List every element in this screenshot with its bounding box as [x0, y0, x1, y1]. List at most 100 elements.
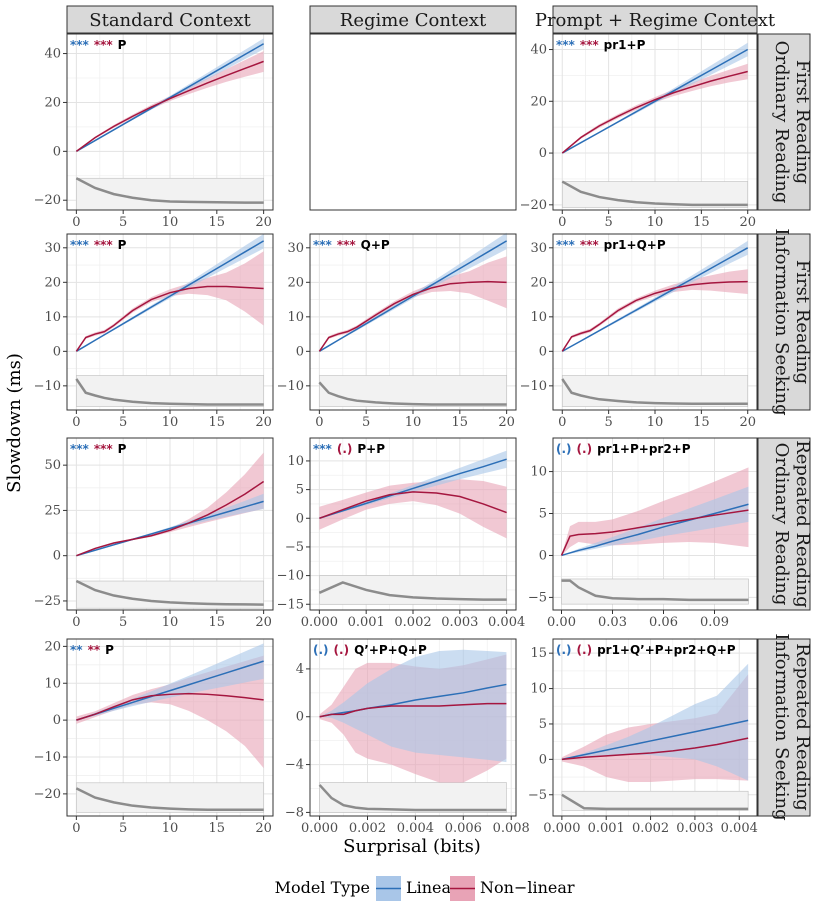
x-tick-label: 5 — [119, 415, 127, 430]
x-tick-label: 20 — [255, 615, 272, 630]
row-strip-label-line1: Repeated Reading — [792, 643, 813, 811]
nonlinear-ci-band — [76, 51, 264, 152]
column-strip-1: Regime Context — [309, 5, 517, 34]
y-tick-label: 0 — [53, 549, 61, 564]
nonlinear-significance: *** — [337, 238, 357, 252]
x-tick-label: 20 — [739, 215, 756, 230]
x-tick-label: 0.001 — [348, 615, 385, 630]
nonlinear-ci-band — [561, 467, 749, 556]
x-tick-label: 0.004 — [397, 821, 434, 836]
y-tick-label: 30 — [287, 241, 304, 256]
x-tick-label: 0 — [72, 415, 80, 430]
y-tick-label: 15 — [530, 646, 547, 661]
column-strip-label: Regime Context — [340, 10, 487, 31]
linear-significance: ** — [70, 643, 83, 657]
x-tick-label: 15 — [209, 415, 226, 430]
row-strip-label-line2: Ordinary Reading — [771, 443, 792, 606]
y-tick-label: 0 — [539, 548, 547, 563]
x-tick-label: 15 — [209, 821, 226, 836]
x-tick-label: 20 — [739, 415, 756, 430]
y-tick-label: 10 — [287, 310, 304, 325]
row-strip-3: Repeated Reading Information Seeking — [757, 633, 813, 821]
linear-significance: *** — [70, 38, 90, 52]
x-tick-label: 0 — [72, 615, 80, 630]
y-tick-label: −15 — [277, 597, 304, 612]
x-tick-label: 10 — [405, 415, 422, 430]
panel-border — [552, 233, 758, 411]
model-formula: pr1+Q+P — [604, 238, 666, 252]
row-strip-label-line1: Repeated Reading — [792, 440, 813, 608]
legend-title: Model Type — [275, 878, 370, 897]
x-tick-label: 0.000 — [543, 821, 580, 836]
linear-significance: (.) — [313, 643, 329, 657]
x-tick-label: 0.00 — [547, 615, 576, 630]
significance-annotation: (.) (.) pr1+Q’+P+pr2+Q+P — [556, 643, 736, 657]
x-tick-label: 5 — [119, 821, 127, 836]
significance-annotation: *** (.) P+P — [313, 442, 385, 456]
y-tick-label: 20 — [530, 94, 547, 109]
column-strip-0: Standard Context — [66, 5, 274, 34]
y-tick-label: −5 — [285, 540, 304, 555]
x-tick-label: 20 — [498, 415, 515, 430]
x-tick-label: 10 — [647, 215, 664, 230]
significance-annotation: (.) (.) Q’+P+Q+P — [313, 643, 427, 657]
column-strip-label: Prompt + Regime Context — [535, 10, 776, 31]
linear-ci-band — [561, 486, 749, 556]
nonlinear-significance: *** — [94, 238, 114, 252]
x-tick-label: 0.03 — [598, 615, 627, 630]
y-tick-label: 5 — [539, 717, 547, 732]
y-tick-label: 10 — [287, 454, 304, 469]
y-tick-label: −20 — [34, 787, 61, 802]
y-tick-label: 0 — [539, 752, 547, 767]
x-tick-label: 20 — [255, 821, 272, 836]
density-strip — [319, 782, 507, 813]
linear-fit-line — [318, 240, 508, 352]
y-tick-label: 0 — [539, 146, 547, 161]
x-tick-label: 0.002 — [349, 821, 386, 836]
nonlinear-fit-line — [75, 285, 264, 352]
model-formula: P — [118, 442, 127, 456]
panel-border — [552, 437, 758, 611]
y-tick-label: 10 — [530, 465, 547, 480]
y-tick-label: −4 — [285, 758, 304, 773]
y-tick-label: 10 — [530, 310, 547, 325]
nonlinear-significance: *** — [94, 442, 114, 456]
row-strip-1: First Reading Information Seeking — [757, 228, 813, 416]
linear-ci-band — [76, 643, 264, 721]
y-axis-title: Slowdown (ms) — [4, 353, 25, 493]
panel-border — [309, 638, 517, 817]
nonlinear-fit-line — [319, 491, 507, 519]
row-strip-label-line1: First Reading — [792, 60, 813, 184]
panel-border — [309, 233, 517, 411]
nonlinear-ci-band — [76, 452, 264, 556]
x-tick-label: 5 — [119, 615, 127, 630]
significance-annotation: *** *** Q+P — [313, 238, 390, 252]
panel-r0-c0: 0 5 10 15 20 −20 0 20 40 *** *** P — [34, 33, 274, 230]
x-tick-label: 0.008 — [493, 821, 530, 836]
nonlinear-significance: *** — [94, 38, 114, 52]
legend-key-nonlinear — [450, 876, 475, 901]
y-tick-label: −8 — [285, 805, 304, 820]
y-tick-label: 20 — [44, 95, 61, 110]
nonlinear-significance: *** — [580, 38, 600, 52]
density-strip — [561, 790, 749, 811]
panel-background — [310, 34, 516, 210]
y-tick-label: −25 — [34, 594, 61, 609]
x-tick-label: 10 — [162, 615, 179, 630]
linear-significance: (.) — [556, 643, 572, 657]
nonlinear-significance: (.) — [337, 442, 353, 456]
linear-fit-line — [319, 683, 507, 718]
linear-fit-line — [76, 500, 264, 557]
density-strip — [561, 375, 749, 407]
y-tick-label: −5 — [528, 590, 547, 605]
model-formula: Q’+P+Q+P — [354, 643, 427, 657]
y-tick-label: 0 — [53, 713, 61, 728]
nonlinear-ci-band — [319, 479, 507, 539]
nonlinear-significance: (.) — [334, 643, 350, 657]
panel-r2-c2: 0.00 0.03 0.06 0.09 −5 0 5 10 (.) (.) pr1+P+pr2+P — [528, 437, 758, 630]
model-formula: P — [118, 38, 127, 52]
panel-border — [309, 33, 517, 211]
y-tick-label: 4 — [296, 662, 304, 677]
